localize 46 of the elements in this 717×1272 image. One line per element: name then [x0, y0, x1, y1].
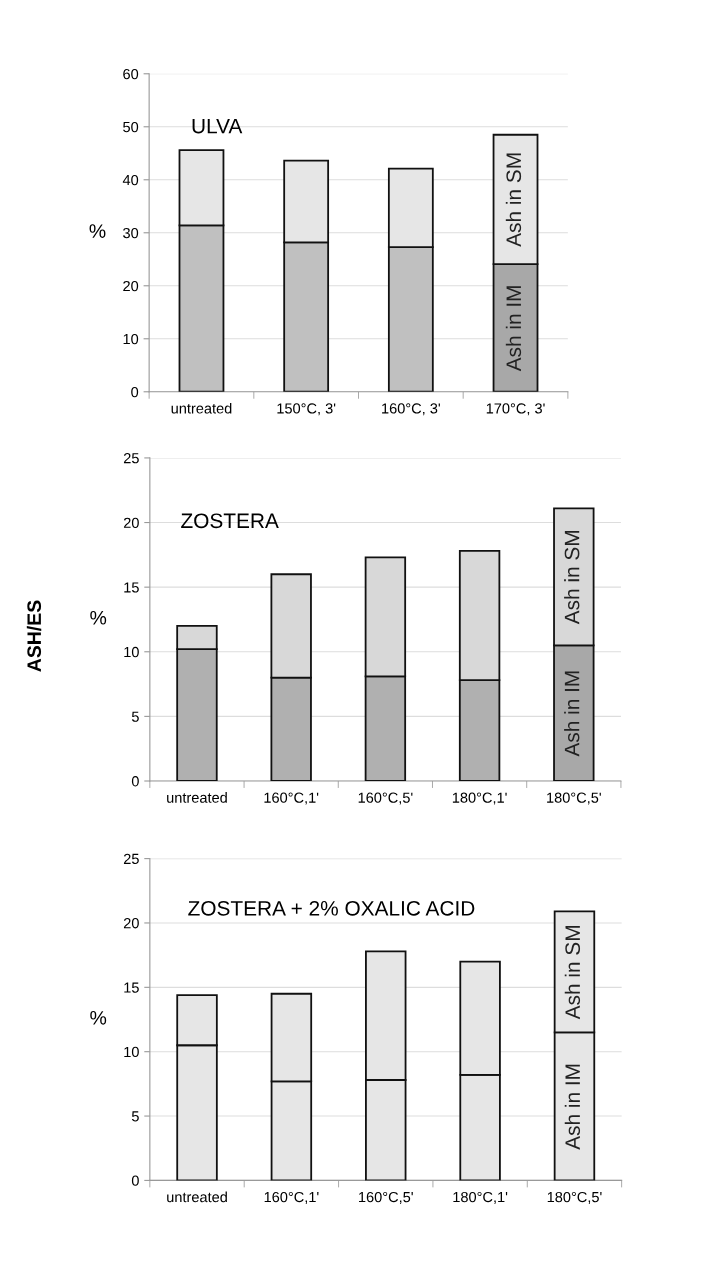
x-tick-label: untreated — [171, 402, 232, 414]
series-label: Ash in SM — [564, 531, 580, 625]
y-axis-title: % — [90, 1011, 107, 1025]
x-tick-label: 160°C, 3' — [382, 403, 440, 416]
y-tick-label: 60 — [123, 68, 139, 80]
x-tick-label: 160°C,5' — [359, 1191, 413, 1204]
y-tick-label: 10 — [123, 333, 139, 345]
series-label: Ash in IM — [505, 286, 522, 372]
y-tick-label: 25 — [123, 453, 139, 464]
x-tick-label: 180°C,5' — [547, 792, 601, 805]
x-tick-label: 180°C,5' — [547, 1191, 602, 1204]
y-tick-label: 5 — [131, 711, 139, 722]
y-tick-label: 50 — [123, 121, 139, 133]
y-tick-label: 30 — [123, 227, 139, 239]
x-tick-label: 160°C,1' — [264, 792, 319, 805]
x-tick-label: 160°C,1' — [264, 1191, 319, 1204]
x-tick-label: 180°C,1' — [452, 792, 507, 805]
text: ZOSTERA + 2% OXALIC ACID — [188, 900, 475, 916]
y-tick-label: 10 — [124, 646, 139, 658]
series-label: Ash in IM — [564, 671, 580, 757]
x-tick-label: 150°C, 3' — [277, 403, 336, 416]
y-tick-label: 10 — [124, 1046, 139, 1058]
x-tick-label: 180°C,1' — [453, 1191, 508, 1204]
series-label: Ash in SM — [564, 926, 581, 1020]
y-tick-label: 20 — [123, 517, 139, 528]
y-axis-title: % — [89, 224, 106, 238]
y-tick-label: 15 — [124, 982, 139, 993]
y-tick-label: 15 — [124, 582, 139, 593]
y-tick-label: 40 — [122, 174, 139, 186]
y-axis-title: % — [90, 611, 107, 625]
text: ULVA — [192, 118, 243, 134]
series-label: Ash in SM — [505, 153, 522, 247]
y-tick-label: 0 — [131, 386, 139, 398]
x-tick-label: untreated — [167, 792, 227, 803]
y-tick-label: 5 — [131, 1111, 139, 1122]
y-tick-label: 25 — [123, 853, 139, 865]
x-tick-label: untreated — [167, 1191, 227, 1203]
text: ZOSTERA — [181, 513, 279, 529]
y-tick-label: 0 — [131, 776, 139, 787]
text: ASH/ES — [26, 600, 42, 672]
x-tick-label: 160°C,5' — [358, 792, 413, 805]
y-tick-label: 20 — [123, 918, 139, 929]
y-tick-label: 20 — [123, 280, 139, 292]
y-tick-label: 0 — [131, 1175, 139, 1186]
x-tick-label: 170°C, 3' — [486, 403, 545, 416]
series-label: Ash in IM — [564, 1064, 581, 1150]
